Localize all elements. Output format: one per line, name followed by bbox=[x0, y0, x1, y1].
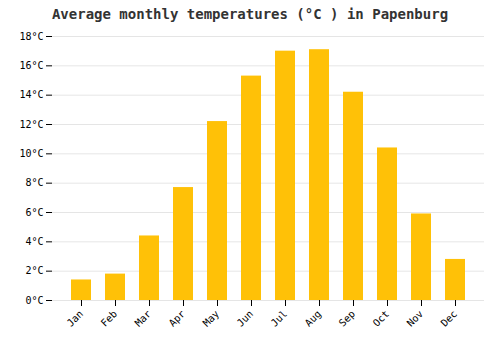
svg-text:Sep: Sep bbox=[337, 308, 358, 329]
svg-text:4°C: 4°C bbox=[25, 236, 43, 247]
svg-text:8°C: 8°C bbox=[25, 177, 43, 188]
svg-text:12°C: 12°C bbox=[19, 119, 43, 130]
svg-text:Jun: Jun bbox=[235, 308, 256, 329]
svg-text:Mar: Mar bbox=[133, 308, 154, 329]
svg-text:Jul: Jul bbox=[269, 308, 290, 329]
svg-text:16°C: 16°C bbox=[19, 60, 43, 71]
svg-text:10°C: 10°C bbox=[19, 148, 43, 159]
svg-text:18°C: 18°C bbox=[19, 31, 43, 42]
svg-text:14°C: 14°C bbox=[19, 89, 43, 100]
svg-text:May: May bbox=[201, 308, 222, 329]
svg-text:Aug: Aug bbox=[303, 308, 324, 329]
html-text:Average monthly temperatures (: Average monthly temperatures (°C ) in Pa… bbox=[51, 6, 449, 22]
svg-text:Nov: Nov bbox=[405, 308, 426, 329]
svg-text:Dec: Dec bbox=[439, 308, 460, 329]
svg-text:6°C: 6°C bbox=[25, 207, 43, 218]
svg-text:0°C: 0°C bbox=[25, 295, 43, 306]
svg-text:Apr: Apr bbox=[167, 308, 188, 329]
svg-text:Feb: Feb bbox=[99, 308, 120, 329]
svg-text:2°C: 2°C bbox=[25, 265, 43, 276]
svg-text:Oct: Oct bbox=[371, 308, 392, 329]
svg-text:Jan: Jan bbox=[65, 308, 86, 329]
